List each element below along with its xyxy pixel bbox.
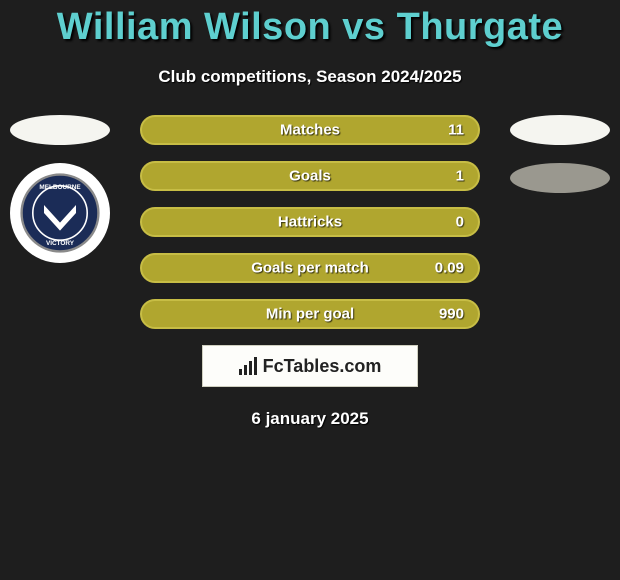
right-column — [500, 115, 620, 211]
melbourne-victory-crest-icon: MELBOURNE VICTORY — [20, 173, 100, 253]
player-photo-placeholder-left — [10, 115, 110, 145]
stat-value: 0.09 — [435, 260, 464, 277]
stat-label: Matches — [280, 122, 340, 139]
stat-label: Goals — [289, 168, 331, 185]
date-text: 6 january 2025 — [0, 409, 620, 429]
player-photo-placeholder-right-1 — [510, 115, 610, 145]
crest-text-bottom: VICTORY — [46, 240, 75, 247]
subtitle: Club competitions, Season 2024/2025 — [0, 67, 620, 87]
stat-bar: Matches 11 — [140, 115, 480, 145]
crest-text-top: MELBOURNE — [39, 184, 81, 191]
stat-bar: Min per goal 990 — [140, 299, 480, 329]
footer-brand-box: FcTables.com — [202, 345, 418, 387]
page-title: William Wilson vs Thurgate — [0, 0, 620, 49]
stat-bar: Goals 1 — [140, 161, 480, 191]
stat-bar: Hattricks 0 — [140, 207, 480, 237]
stat-label: Min per goal — [266, 306, 354, 323]
stat-bar: Goals per match 0.09 — [140, 253, 480, 283]
comparison-content: MELBOURNE VICTORY Matches 11 Goals 1 Hattric… — [0, 115, 620, 329]
stat-value: 0 — [456, 214, 464, 231]
stat-value: 11 — [448, 122, 464, 139]
club-badge-left: MELBOURNE VICTORY — [10, 163, 110, 263]
stat-value: 990 — [439, 306, 464, 323]
stat-label: Hattricks — [278, 214, 342, 231]
footer-brand-text: FcTables.com — [263, 356, 382, 377]
stats-bars: Matches 11 Goals 1 Hattricks 0 Goals per match… — [140, 115, 480, 329]
left-column: MELBOURNE VICTORY — [0, 115, 120, 263]
stat-label: Goals per match — [251, 260, 369, 277]
bar-chart-icon — [239, 357, 257, 375]
player-photo-placeholder-right-2 — [510, 163, 610, 193]
stat-value: 1 — [456, 168, 464, 185]
